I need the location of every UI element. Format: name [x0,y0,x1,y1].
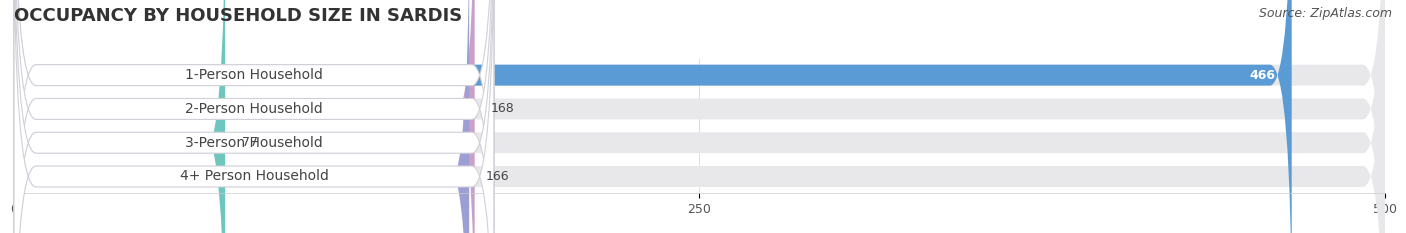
FancyBboxPatch shape [14,0,494,233]
Text: 3-Person Household: 3-Person Household [186,136,323,150]
FancyBboxPatch shape [14,0,1385,233]
FancyBboxPatch shape [14,0,470,233]
Text: Source: ZipAtlas.com: Source: ZipAtlas.com [1258,7,1392,20]
Text: 168: 168 [491,103,515,115]
FancyBboxPatch shape [14,0,225,233]
FancyBboxPatch shape [14,0,1385,233]
FancyBboxPatch shape [14,0,1292,233]
Text: 2-Person Household: 2-Person Household [186,102,323,116]
FancyBboxPatch shape [14,0,494,233]
Text: 77: 77 [242,136,257,149]
Text: 166: 166 [485,170,509,183]
Text: 4+ Person Household: 4+ Person Household [180,169,329,184]
FancyBboxPatch shape [14,0,1385,233]
FancyBboxPatch shape [14,0,494,233]
Text: 466: 466 [1250,69,1275,82]
Text: OCCUPANCY BY HOUSEHOLD SIZE IN SARDIS: OCCUPANCY BY HOUSEHOLD SIZE IN SARDIS [14,7,463,25]
Text: 1-Person Household: 1-Person Household [186,68,323,82]
FancyBboxPatch shape [14,0,494,233]
FancyBboxPatch shape [14,0,475,233]
FancyBboxPatch shape [14,0,1385,233]
